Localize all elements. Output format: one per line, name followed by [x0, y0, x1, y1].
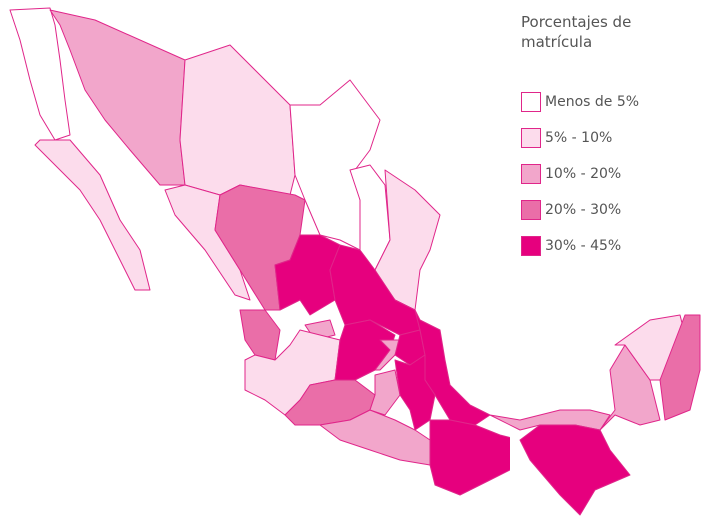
legend-label: 10% - 20% [545, 166, 622, 182]
legend-item: Menos de 5% [521, 84, 639, 120]
legend-item: 20% - 30% [521, 192, 639, 228]
states [489, 314, 701, 516]
map [9, 7, 510, 496]
legend-swatch [521, 92, 541, 112]
legend-item: 10% - 20% [521, 156, 639, 192]
state [34, 139, 151, 291]
legend-swatch [521, 236, 541, 256]
legend-swatch [521, 200, 541, 220]
state [659, 314, 701, 421]
state [614, 314, 686, 381]
legend: Menos de 5% 5% - 10% 10% - 20% 20% - 30% 30%… [521, 84, 639, 264]
legend-label: 30% - 45% [545, 238, 622, 254]
legend-item: 5% - 10% [521, 120, 639, 156]
legend-label: 20% - 30% [545, 202, 622, 218]
legend-item: 30% - 45% [521, 228, 639, 264]
legend-swatch [521, 128, 541, 148]
state [9, 7, 71, 141]
states [9, 7, 510, 496]
state [369, 369, 401, 416]
legend-label: Menos de 5% [545, 94, 640, 110]
state [334, 319, 396, 381]
legend-label: 5% - 10% [545, 130, 613, 146]
state [519, 424, 631, 516]
legend-title: Porcentajes de matrícula [521, 13, 632, 51]
state [239, 309, 281, 361]
state [49, 9, 186, 186]
state [599, 344, 661, 431]
state [394, 354, 436, 431]
state [164, 184, 251, 301]
state [179, 44, 296, 196]
legend-swatch [521, 164, 541, 184]
state [429, 419, 510, 496]
